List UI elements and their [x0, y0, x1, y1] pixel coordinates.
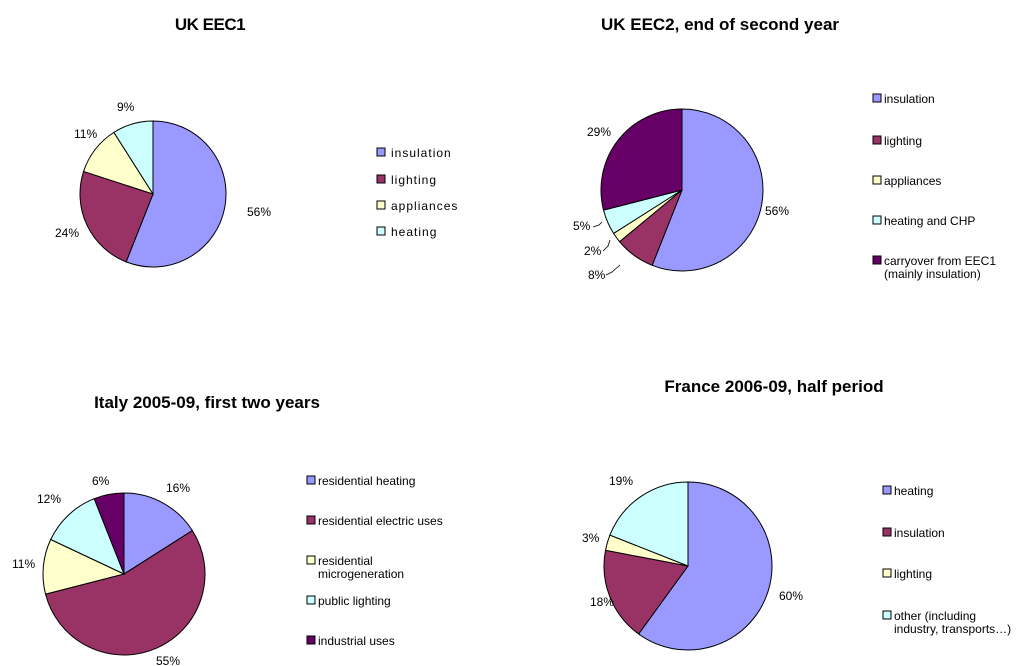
legend-item: lighting: [882, 567, 932, 581]
legend-item: heating: [376, 225, 437, 239]
legend-item: appliances: [872, 174, 941, 188]
pie-slice-insulation: [125, 120, 227, 268]
pie-chart-3: Italy 2005-09, first two years 16% 55% 11% 1…: [12, 393, 443, 666]
data-label: 55%: [156, 654, 180, 666]
legend-swatch: [306, 515, 316, 525]
legend-swatch: [872, 175, 882, 185]
legend-item: heating and CHP: [872, 214, 975, 228]
legend-swatch: [306, 595, 316, 605]
legend-label: public lighting: [318, 594, 391, 608]
data-label: 60%: [779, 589, 803, 603]
legend-label: industry, transports…): [894, 622, 1011, 636]
data-label: 19%: [609, 474, 633, 488]
legend-label: residential electric uses: [318, 514, 443, 528]
legend-label: heating: [391, 225, 437, 239]
legend-swatch: [882, 568, 892, 578]
data-label: 18%: [590, 595, 614, 609]
data-label: 24%: [55, 226, 79, 240]
legend-item: heating: [882, 484, 933, 498]
data-label: 6%: [92, 474, 110, 488]
legend-label: lighting: [884, 134, 922, 148]
data-label: 11%: [12, 557, 35, 571]
legend-item: insulation: [872, 92, 935, 106]
legend-swatch: [872, 215, 882, 225]
legend-label: residential heating: [318, 474, 415, 488]
pie-slice-carryover-from-eec1-mainly-insulation: [600, 108, 683, 211]
data-label: 11%: [74, 127, 97, 141]
legend-swatch: [376, 174, 386, 184]
chart-title: UK EEC2, end of second year: [601, 15, 839, 34]
legend-item: carryover from EEC1(mainly insulation): [872, 254, 996, 281]
legend-swatch: [306, 475, 316, 485]
legend-swatch: [306, 555, 316, 565]
pie-slice-insulation: [603, 549, 689, 635]
pie-slice-public-lighting: [50, 498, 125, 575]
legend-item: insulation: [882, 526, 945, 540]
label-leader-line: [602, 239, 611, 252]
data-label: 5%: [573, 219, 591, 233]
pie-slice-heating: [113, 120, 154, 196]
legend-item: residential electric uses: [306, 514, 443, 528]
legend-swatch: [872, 135, 882, 145]
legend-label: lighting: [894, 567, 932, 581]
data-label: 3%: [582, 531, 600, 545]
data-label: 29%: [587, 125, 611, 139]
pie-slice-insulation: [651, 108, 764, 272]
pie-slice-residential-electric-uses: [44, 529, 206, 656]
legend-item: public lighting: [306, 594, 391, 608]
legend-swatch: [376, 147, 386, 157]
legend-label: lighting: [391, 173, 437, 187]
data-label: 12%: [37, 492, 61, 506]
legend-item: lighting: [376, 173, 437, 187]
legend-label: (mainly insulation): [884, 267, 981, 281]
chart-title: UK EEC1: [175, 15, 245, 34]
legend-item: appliances: [376, 199, 458, 213]
legend-item: lighting: [872, 134, 922, 148]
legend-label: heating and CHP: [884, 214, 975, 228]
pie-chart-1: UK EEC1 56% 24% 11% 9% insulation lighting appl…: [55, 15, 458, 268]
chart-title: France 2006-09, half period: [664, 377, 883, 396]
label-leader-line: [605, 264, 621, 276]
legend-label: appliances: [884, 174, 941, 188]
chart-title: Italy 2005-09, first two years: [94, 393, 320, 412]
legend-label: carryover from EEC1: [884, 254, 996, 268]
legend-swatch: [306, 635, 316, 645]
legend-swatch: [882, 610, 892, 620]
legend-label: insulation: [894, 526, 945, 540]
pie-chart-2: UK EEC2, end of second year 56% 8% 2% 5% 29% i…: [573, 15, 996, 282]
pie-slice-other-including-industry-transports: [609, 481, 689, 567]
legend-item: industrial uses: [306, 634, 395, 648]
legend-label: other (including: [894, 609, 976, 623]
pie-slice-heating: [637, 481, 773, 651]
data-label: 2%: [584, 244, 602, 258]
pie-slice-residential-heating: [123, 492, 194, 575]
data-label: 16%: [166, 481, 190, 495]
label-leader-line: [592, 221, 603, 228]
pie-slice-industrial-uses: [93, 492, 125, 575]
legend-label: residential: [318, 554, 373, 568]
legend-swatch: [872, 255, 882, 265]
pie-chart-4: France 2006-09, half period 60% 18% 3% 19% he…: [582, 377, 1011, 651]
legend-swatch: [882, 527, 892, 537]
legend-swatch: [376, 200, 386, 210]
data-label: 9%: [117, 100, 135, 114]
pie-slice-lighting: [79, 170, 154, 263]
legend-label: industrial uses: [318, 634, 395, 648]
legend-label: insulation: [391, 146, 452, 160]
legend-swatch: [872, 93, 882, 103]
legend-label: insulation: [884, 92, 935, 106]
legend-item: insulation: [376, 146, 452, 160]
legend-swatch: [376, 226, 386, 236]
legend-label: heating: [894, 484, 933, 498]
legend-item: residential heating: [306, 474, 415, 488]
legend-swatch: [882, 485, 892, 495]
legend-label: appliances: [391, 199, 458, 213]
data-label: 8%: [588, 268, 606, 282]
data-label: 56%: [765, 204, 789, 218]
legend-label: microgeneration: [318, 567, 404, 581]
data-label: 56%: [247, 205, 271, 219]
